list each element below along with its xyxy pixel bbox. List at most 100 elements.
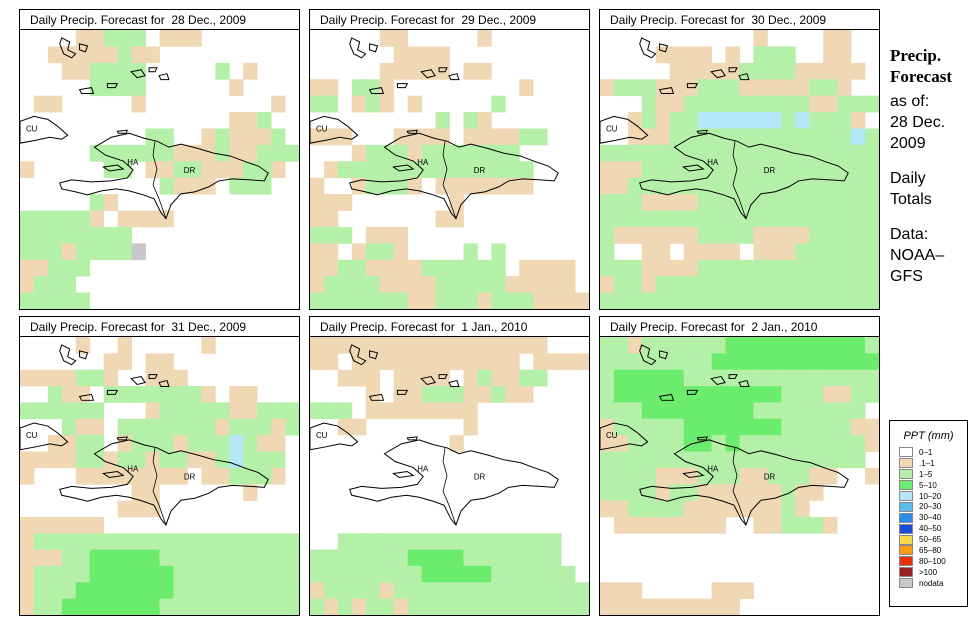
precip-cell [669, 210, 685, 228]
precip-cell [145, 451, 160, 469]
precip-cell [243, 62, 258, 80]
precip-cell [75, 30, 91, 47]
precip-cell [463, 161, 478, 179]
precip-cell [379, 292, 395, 309]
precip-cell [33, 402, 49, 420]
precip-cell [613, 369, 629, 387]
precip-cell [627, 259, 643, 277]
precip-cell [47, 276, 63, 293]
precip-cell [337, 128, 353, 146]
precip-cell [131, 418, 146, 436]
precip-cell [351, 353, 367, 371]
legend-swatch [899, 447, 913, 458]
precip-cell [725, 484, 740, 501]
precip-cell [337, 226, 353, 244]
precip-cell [823, 435, 838, 452]
precip-cell [337, 402, 353, 420]
precip-cell [89, 565, 105, 583]
precip-cell [767, 62, 782, 80]
precip-cell [47, 582, 63, 600]
precip-cell [145, 435, 160, 452]
precip-cell [379, 226, 395, 244]
precip-cell [365, 337, 381, 354]
precip-cell [753, 62, 768, 80]
bahamas-island [106, 389, 119, 395]
precip-cell [823, 128, 838, 146]
precip-cell [449, 276, 464, 293]
precip-cell [739, 79, 754, 97]
precip-cell [20, 516, 35, 534]
precip-cell [683, 276, 699, 293]
precip-cell [407, 402, 422, 420]
precip-cell [711, 243, 726, 261]
precip-cell [463, 177, 478, 195]
bahamas-island [79, 43, 89, 53]
precip-cell [823, 79, 838, 97]
precip-cell [435, 276, 450, 293]
precip-cell [809, 194, 824, 211]
precip-cell [767, 467, 782, 485]
precip-cell [173, 402, 188, 420]
precip-cell [683, 46, 699, 64]
gonave-island [102, 471, 125, 479]
precip-cell [351, 243, 367, 261]
precip-cell [711, 161, 726, 179]
precip-cell [351, 582, 367, 600]
precip-cell [669, 467, 685, 485]
precip-cell [600, 418, 615, 436]
precip-cell [407, 95, 422, 113]
precip-cell [379, 337, 395, 354]
precip-cell [491, 276, 506, 293]
precip-cell [103, 533, 119, 550]
precip-cell [600, 177, 615, 195]
precip-cell [33, 226, 49, 244]
precip-cell [47, 95, 63, 113]
cuba-coastline [310, 115, 359, 144]
bahamas-island [686, 83, 699, 89]
precip-cell [215, 549, 230, 567]
precip-cell [697, 259, 712, 277]
precip-cell [533, 259, 548, 277]
precip-cell [641, 161, 657, 179]
precip-cell [365, 549, 381, 567]
precip-cell [365, 144, 381, 162]
precip-cell [739, 177, 754, 195]
cuba-coastline [310, 422, 359, 451]
precip-cell [865, 418, 879, 436]
precip-cell [641, 402, 657, 420]
precip-cell [187, 435, 202, 452]
precip-cell [697, 386, 712, 403]
precip-cell [725, 79, 740, 97]
precip-cell [505, 598, 520, 615]
precip-cell [463, 62, 478, 80]
precip-cell [435, 549, 450, 567]
precip-cell [407, 292, 422, 309]
precip-cell [519, 386, 534, 403]
precip-cell [103, 353, 119, 371]
precip-cell [310, 565, 325, 583]
haiti-label: HA [127, 465, 139, 474]
precip-cell [310, 243, 325, 261]
precip-cell [627, 418, 643, 436]
precip-cell [533, 292, 548, 309]
precip-cell [697, 402, 712, 420]
precip-cell [463, 112, 478, 129]
precip-cell [117, 582, 132, 600]
legend-label: 20–30 [919, 502, 942, 512]
precip-cell [519, 292, 534, 309]
precip-cell [683, 418, 699, 436]
precip-cell [809, 161, 824, 179]
precip-cell [641, 210, 657, 228]
precip-cell [683, 226, 699, 244]
dominican-republic-label: DR [184, 472, 196, 481]
precip-cell [823, 62, 838, 80]
precip-cell [725, 276, 740, 293]
precip-cell [323, 161, 339, 179]
precip-cell [131, 500, 146, 518]
precip-cell [159, 435, 174, 452]
bahamas-island [106, 83, 119, 89]
legend-swatch [899, 523, 913, 534]
precip-cell [89, 62, 105, 80]
precip-cell [795, 144, 810, 162]
precip-cell [851, 451, 866, 469]
